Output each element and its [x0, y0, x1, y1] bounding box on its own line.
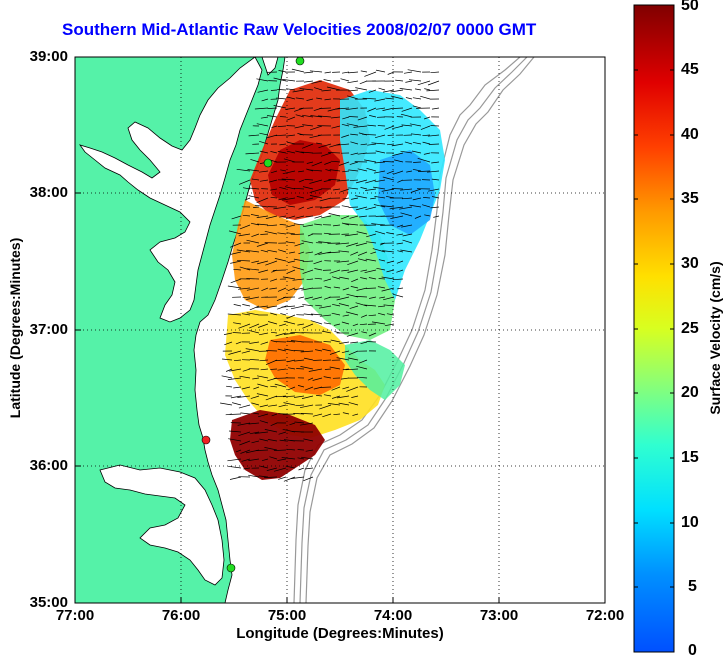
site-marker — [296, 57, 304, 65]
colorbar-tick-label: 40 — [681, 126, 699, 144]
velocity-vector — [379, 279, 385, 280]
y-axis-label: Latitude (Degrees:Minutes) — [7, 213, 23, 443]
velocity-vector — [349, 117, 358, 118]
velocity-vector — [274, 378, 286, 379]
velocity-vector — [273, 270, 286, 271]
velocity-vector — [298, 450, 304, 451]
velocity-vector — [266, 351, 277, 352]
velocity-vector — [233, 333, 241, 334]
x-tick-label: 74:00 — [363, 607, 423, 624]
velocity-vector — [366, 288, 376, 289]
velocity-vector — [394, 108, 404, 109]
velocity-vector — [324, 342, 332, 343]
velocity-vector — [429, 144, 439, 145]
x-tick-label: 72:00 — [575, 607, 635, 624]
velocity-vector — [388, 135, 394, 136]
y-tick-label: 38:00 — [8, 184, 68, 201]
velocity-vector — [319, 108, 331, 109]
site-marker — [202, 436, 210, 444]
y-tick-label: 36:00 — [8, 457, 68, 474]
colorbar-tick-label: 0 — [688, 642, 697, 660]
x-tick-label: 73:00 — [469, 607, 529, 624]
velocity-vector — [271, 90, 277, 91]
colorbar-label: Surface Velocity (cm/s) — [707, 223, 723, 453]
velocity-vector — [250, 360, 259, 361]
velocity-vector — [246, 279, 259, 280]
velocity-vector — [270, 369, 277, 370]
velocity-vector — [349, 207, 358, 208]
colorbar-tick-label: 50 — [681, 0, 699, 15]
site-marker — [227, 564, 235, 572]
velocity-vector — [280, 117, 286, 118]
velocity-vector — [313, 360, 322, 361]
y-tick-label: 39:00 — [8, 48, 68, 65]
velocity-vector — [230, 414, 241, 415]
velocity-vector — [260, 234, 268, 235]
site-marker — [264, 159, 272, 167]
velocity-vector — [413, 162, 421, 163]
velocity-vector — [325, 369, 331, 370]
velocity-vector — [320, 387, 331, 388]
colorbar-tick-label: 5 — [688, 578, 697, 596]
velocity-vector — [392, 189, 403, 190]
velocity-vector — [378, 126, 385, 127]
colorbar-tick-label: 25 — [681, 320, 699, 338]
colorbar-tick-label: 45 — [681, 61, 699, 79]
x-tick-label: 76:00 — [151, 607, 211, 624]
velocity-vector — [294, 351, 304, 352]
x-tick-label: 75:00 — [257, 607, 317, 624]
velocity-vector — [430, 126, 439, 127]
colorbar-tick-label: 10 — [681, 514, 699, 532]
map-area — [75, 57, 605, 603]
velocity-vector — [367, 342, 377, 343]
colorbar-tick-label: 15 — [681, 449, 699, 467]
colorbar — [634, 5, 674, 652]
velocity-vector — [296, 369, 304, 370]
velocity-vector — [323, 360, 331, 361]
colorbar-tick-label: 30 — [681, 255, 699, 273]
colorbar-tick-label: 20 — [681, 384, 699, 402]
x-tick-label: 77:00 — [45, 607, 105, 624]
x-axis-label: Longitude (Degrees:Minutes) — [75, 625, 605, 642]
colorbar-tick-label: 35 — [681, 190, 699, 208]
